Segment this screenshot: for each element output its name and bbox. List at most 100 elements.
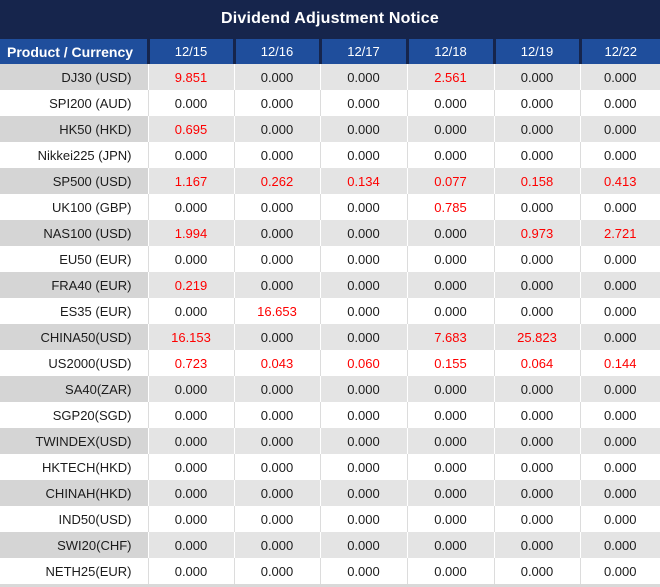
value-cell: 9.851 xyxy=(147,64,234,90)
value-cell: 0.000 xyxy=(493,246,580,272)
value-cell: 0.000 xyxy=(233,532,320,558)
table-row: NETH25(EUR) 0.000 0.000 0.000 0.000 0.000 0.00… xyxy=(0,558,660,584)
table-row: US2000(USD) 0.723 0.043 0.060 0.155 0.064 0.14… xyxy=(0,350,660,376)
table-row: FRA40 (EUR) 0.219 0.000 0.000 0.000 0.000 0.00… xyxy=(0,272,660,298)
table-row: Nikkei225 (JPN) 0.000 0.000 0.000 0.000 0.000… xyxy=(0,142,660,168)
value-cell: 0.158 xyxy=(493,168,580,194)
product-cell: UK100 (GBP) xyxy=(52,199,132,215)
value-cell: 0.000 xyxy=(406,480,494,506)
value-cell: 0.000 xyxy=(406,246,494,272)
value-cell: 0.000 xyxy=(147,506,234,532)
value-cell: 0.000 xyxy=(493,402,580,428)
value-cell: 0.000 xyxy=(147,376,234,402)
column-header-date-2: 12/16 xyxy=(232,37,320,64)
value-cell: 0.000 xyxy=(319,532,407,558)
column-header-date-5: 12/19 xyxy=(492,37,580,64)
value-cell: 0.000 xyxy=(319,454,407,480)
value-cell: 0.000 xyxy=(493,272,580,298)
value-cell: 0.060 xyxy=(319,350,407,376)
value-cell: 0.723 xyxy=(147,350,234,376)
value-cell: 0.000 xyxy=(233,246,320,272)
value-cell: 0.043 xyxy=(233,350,320,376)
product-cell: CHINA50(USD) xyxy=(0,324,148,350)
value-cell: 0.000 xyxy=(147,402,234,428)
table-row: IND50(USD) 0.000 0.000 0.000 0.000 0.000 0.000 xyxy=(0,506,660,532)
value-cell: 25.823 xyxy=(493,324,580,350)
value-cell: 0.000 xyxy=(406,116,494,142)
value-cell: 0.134 xyxy=(319,168,407,194)
column-header-product: Product / Currency xyxy=(0,37,148,64)
value-cell: 0.000 xyxy=(579,272,660,298)
value-cell: 0.000 xyxy=(319,558,407,584)
product-cell: NETH25(EUR) xyxy=(45,563,132,579)
table-row: TWINDEX(USD) 0.000 0.000 0.000 0.000 0.000 0.0… xyxy=(0,428,660,454)
value-cell: 0.000 xyxy=(147,90,234,116)
value-cell: 0.000 xyxy=(406,272,494,298)
value-cell: 0.000 xyxy=(579,194,660,220)
value-cell: 0.000 xyxy=(493,454,580,480)
value-cell: 7.683 xyxy=(406,324,494,350)
value-cell: 16.153 xyxy=(147,324,234,350)
value-cell: 0.000 xyxy=(233,142,320,168)
value-cell: 2.561 xyxy=(406,64,494,90)
value-cell: 0.000 xyxy=(319,194,407,220)
table-row: CHINA50(USD) 16.153 0.000 0.000 7.683 25.823 0… xyxy=(0,324,660,350)
product-cell: SA40(ZAR) xyxy=(0,376,148,402)
value-cell: 0.000 xyxy=(406,506,494,532)
page-title: Dividend Adjustment Notice xyxy=(0,0,660,37)
value-cell: 0.000 xyxy=(147,532,234,558)
product-cell: DJ30 (USD) xyxy=(0,64,148,90)
value-cell: 0.000 xyxy=(147,454,234,480)
value-cell: 0.000 xyxy=(319,298,407,324)
product-cell: CHINAH(HKD) xyxy=(0,480,148,506)
value-cell: 0.000 xyxy=(233,376,320,402)
value-cell: 0.262 xyxy=(233,168,320,194)
value-cell: 0.000 xyxy=(319,142,407,168)
value-cell: 1.167 xyxy=(147,168,234,194)
value-cell: 0.000 xyxy=(233,194,320,220)
partial-next-row-strip xyxy=(0,584,660,587)
value-cell: 1.994 xyxy=(147,220,234,246)
value-cell: 0.000 xyxy=(579,90,660,116)
value-cell: 0.000 xyxy=(493,142,580,168)
value-cell: 0.000 xyxy=(579,558,660,584)
value-cell: 0.000 xyxy=(147,480,234,506)
value-cell: 0.000 xyxy=(493,480,580,506)
value-cell: 0.000 xyxy=(319,480,407,506)
value-cell: 0.000 xyxy=(147,298,234,324)
table-row: UK100 (GBP) 0.000 0.000 0.000 0.785 0.000 0.00… xyxy=(0,194,660,220)
value-cell: 0.144 xyxy=(579,350,660,376)
column-header-date-3: 12/17 xyxy=(318,37,407,64)
table-row: SWI20(CHF) 0.000 0.000 0.000 0.000 0.000 0.000 xyxy=(0,532,660,558)
value-cell: 0.000 xyxy=(493,558,580,584)
value-cell: 0.000 xyxy=(493,298,580,324)
table-row: CHINAH(HKD) 0.000 0.000 0.000 0.000 0.000 0.00… xyxy=(0,480,660,506)
value-cell: 0.000 xyxy=(233,272,320,298)
column-header-date-4: 12/18 xyxy=(405,37,494,64)
value-cell: 0.000 xyxy=(319,220,407,246)
value-cell: 0.000 xyxy=(406,454,494,480)
value-cell: 0.000 xyxy=(493,506,580,532)
value-cell: 0.000 xyxy=(233,428,320,454)
value-cell: 0.000 xyxy=(579,142,660,168)
product-cell: SPI200 (AUD) xyxy=(49,95,132,111)
table-row: HK50 (HKD) 0.695 0.000 0.000 0.000 0.000 0.000 xyxy=(0,116,660,142)
value-cell: 0.000 xyxy=(579,376,660,402)
value-cell: 0.000 xyxy=(319,428,407,454)
header-row: Product / Currency 12/15 12/16 12/17 12/… xyxy=(0,37,660,64)
value-cell: 0.000 xyxy=(406,142,494,168)
value-cell: 0.000 xyxy=(493,194,580,220)
value-cell: 0.000 xyxy=(319,272,407,298)
value-cell: 0.000 xyxy=(406,558,494,584)
value-cell: 0.000 xyxy=(406,90,494,116)
value-cell: 0.000 xyxy=(579,402,660,428)
table-row: NAS100 (USD) 1.994 0.000 0.000 0.000 0.973 2.7… xyxy=(0,220,660,246)
product-cell: Nikkei225 (JPN) xyxy=(37,147,132,163)
value-cell: 0.000 xyxy=(147,428,234,454)
product-cell: HKTECH(HKD) xyxy=(41,459,132,475)
value-cell: 0.000 xyxy=(406,376,494,402)
value-cell: 0.000 xyxy=(319,246,407,272)
value-cell: 0.155 xyxy=(406,350,494,376)
product-cell: FRA40 (EUR) xyxy=(0,272,148,298)
